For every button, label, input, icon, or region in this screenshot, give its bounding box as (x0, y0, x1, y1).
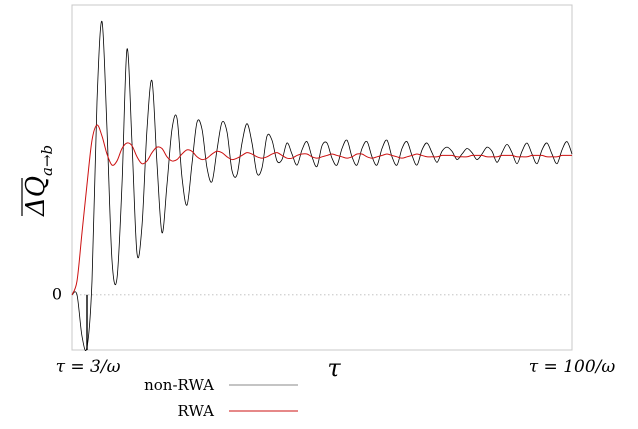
plot-frame (71, 4, 573, 351)
series-line-rwa (71, 124, 572, 296)
legend-label-rwa: RWA (178, 402, 215, 420)
legend-label-non-rwa: non-RWA (144, 376, 214, 394)
legend: non-RWA RWA (144, 376, 298, 420)
y-axis-label: ΔQ a→b (21, 145, 56, 217)
series-layer (71, 21, 573, 352)
y-axis-label-main: ΔQ (21, 176, 51, 217)
series-line-non-rwa (71, 21, 573, 352)
x-tick-label-right: τ = 100/ω (529, 357, 616, 377)
x-tick-label-left: τ = 3/ω (56, 357, 121, 377)
y-tick-label: 0 (52, 284, 62, 303)
x-axis-label: τ (327, 354, 341, 382)
y-axis-label-sub: a→b (38, 145, 56, 176)
